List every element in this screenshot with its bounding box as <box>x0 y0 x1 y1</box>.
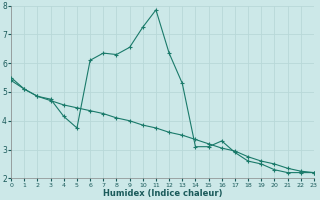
X-axis label: Humidex (Indice chaleur): Humidex (Indice chaleur) <box>103 189 222 198</box>
